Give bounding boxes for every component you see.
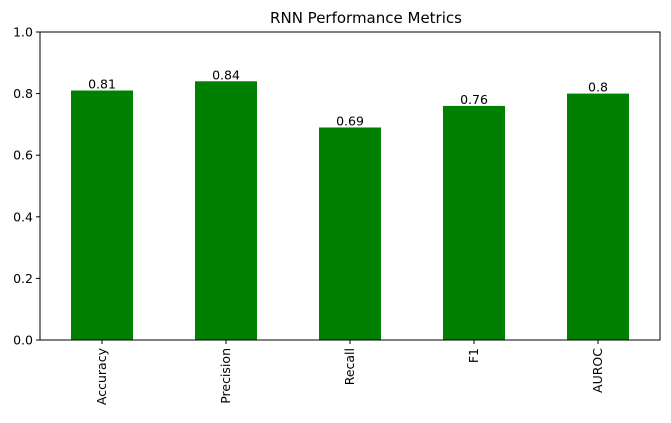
bar-recall <box>319 127 381 340</box>
x-tick-label-accuracy: Accuracy <box>94 347 109 405</box>
x-tick-label-recall: Recall <box>342 348 357 385</box>
bar-auroc <box>567 93 629 340</box>
y-tick-label: 0.6 <box>13 148 33 163</box>
plot-frame <box>39 31 661 341</box>
data-label-f1: 0.76 <box>460 92 488 107</box>
y-tick-label: 0.2 <box>13 271 33 286</box>
y-tick-label: 1.0 <box>13 25 33 40</box>
data-label-recall: 0.69 <box>336 113 364 128</box>
data-label-accuracy: 0.81 <box>88 77 116 92</box>
x-axis: Accuracy Precision Recall F1 AUROC <box>94 340 605 405</box>
x-tick-label-auroc: AUROC <box>590 348 605 393</box>
bars-group <box>71 81 629 341</box>
data-label-precision: 0.84 <box>212 67 240 82</box>
y-tick-label: 0.0 <box>13 333 33 348</box>
x-tick-label-f1: F1 <box>466 348 481 363</box>
x-tick-label-precision: Precision <box>218 348 233 404</box>
y-tick-label: 0.4 <box>13 209 33 224</box>
y-tick-label: 0.8 <box>13 86 33 101</box>
bar-accuracy <box>71 90 133 341</box>
bar-f1 <box>443 105 505 340</box>
data-labels-group: 0.81 0.84 0.69 0.76 0.8 <box>88 67 608 128</box>
data-label-auroc: 0.8 <box>588 80 608 95</box>
y-axis: 0.0 0.2 0.4 0.6 0.8 1.0 <box>13 25 40 348</box>
bar-precision <box>195 81 257 340</box>
chart-title: RNN Performance Metrics <box>270 9 462 27</box>
